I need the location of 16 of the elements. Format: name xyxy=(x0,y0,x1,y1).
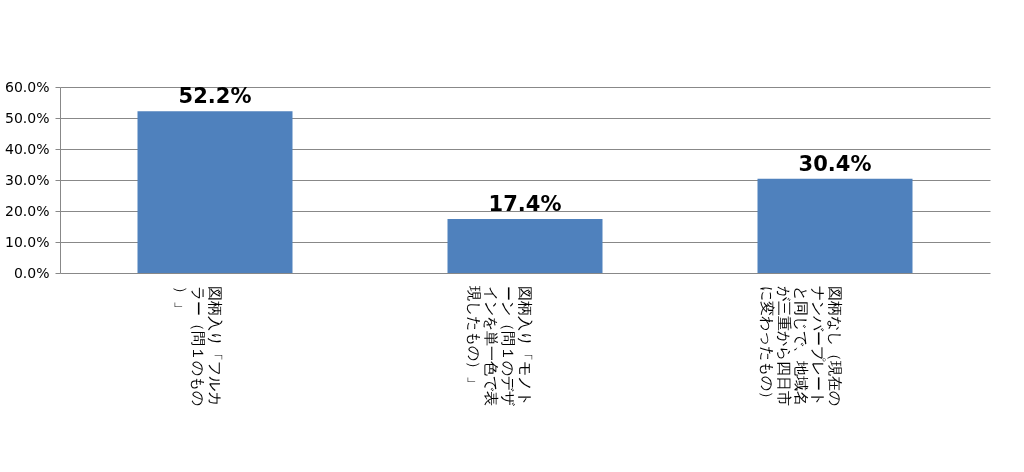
y-tick-label: 0.0% xyxy=(13,264,50,281)
data-label: 17.4% xyxy=(488,192,562,217)
bar xyxy=(757,178,913,273)
y-tick-label: 60.0% xyxy=(5,78,50,95)
y-tick-label: 30.0% xyxy=(5,171,50,188)
bar xyxy=(447,219,603,273)
data-label: 30.4% xyxy=(798,151,872,176)
x-tick-label: 図柄なし（現在のナンバープレートと同じで、地域名が三重から四日市に変わったもの） xyxy=(758,285,844,406)
y-tick-label: 50.0% xyxy=(5,109,50,126)
bar xyxy=(137,111,293,273)
x-tick-label: 図柄入り「モノトーン（問１のデザインを単一色で表現したもの）」 xyxy=(465,285,534,406)
y-tick-label: 10.0% xyxy=(5,233,50,250)
data-label: 52.2% xyxy=(178,84,252,109)
y-tick-label: 40.0% xyxy=(5,140,50,157)
x-tick-label: 図柄入り「フルカラー（問１のもの）」 xyxy=(172,285,224,406)
y-tick-label: 20.0% xyxy=(5,202,50,219)
